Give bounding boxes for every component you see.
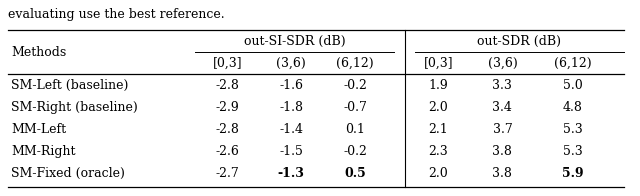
Text: 5.3: 5.3 bbox=[563, 145, 582, 158]
Text: -0.2: -0.2 bbox=[343, 145, 367, 158]
Text: out-SDR (dB): out-SDR (dB) bbox=[477, 35, 561, 48]
Text: 0.5: 0.5 bbox=[344, 167, 366, 180]
Text: (3,6): (3,6) bbox=[276, 57, 306, 70]
Text: -1.5: -1.5 bbox=[279, 145, 303, 158]
Text: 5.9: 5.9 bbox=[562, 167, 584, 180]
Text: -1.8: -1.8 bbox=[279, 101, 303, 114]
Text: 4.8: 4.8 bbox=[563, 101, 583, 114]
Text: -1.3: -1.3 bbox=[278, 167, 305, 180]
Text: 1.9: 1.9 bbox=[429, 79, 448, 92]
Text: evaluating use the best reference.: evaluating use the best reference. bbox=[8, 8, 224, 21]
Text: -2.8: -2.8 bbox=[215, 123, 239, 136]
Text: -0.2: -0.2 bbox=[343, 79, 367, 92]
Text: SM-Fixed (oracle): SM-Fixed (oracle) bbox=[11, 167, 125, 180]
Text: MM-Left: MM-Left bbox=[11, 123, 66, 136]
Text: 3.8: 3.8 bbox=[492, 145, 513, 158]
Text: out-SI-SDR (dB): out-SI-SDR (dB) bbox=[244, 35, 345, 48]
Text: MM-Right: MM-Right bbox=[11, 145, 76, 158]
Text: 3.3: 3.3 bbox=[492, 79, 513, 92]
Text: 0.1: 0.1 bbox=[345, 123, 365, 136]
Text: [0,3]: [0,3] bbox=[212, 57, 242, 70]
Text: 2.0: 2.0 bbox=[429, 167, 448, 180]
Text: (6,12): (6,12) bbox=[337, 57, 374, 70]
Text: (6,12): (6,12) bbox=[554, 57, 591, 70]
Text: 3.7: 3.7 bbox=[493, 123, 512, 136]
Text: -1.4: -1.4 bbox=[279, 123, 303, 136]
Text: 3.8: 3.8 bbox=[492, 167, 513, 180]
Text: -2.6: -2.6 bbox=[215, 145, 239, 158]
Text: 2.3: 2.3 bbox=[429, 145, 448, 158]
Text: 5.0: 5.0 bbox=[563, 79, 582, 92]
Text: -0.7: -0.7 bbox=[343, 101, 367, 114]
Text: 5.3: 5.3 bbox=[563, 123, 582, 136]
Text: Methods: Methods bbox=[11, 46, 66, 59]
Text: 2.1: 2.1 bbox=[429, 123, 448, 136]
Text: SM-Right (baseline): SM-Right (baseline) bbox=[11, 101, 138, 114]
Text: -1.6: -1.6 bbox=[279, 79, 303, 92]
Text: [0,3]: [0,3] bbox=[424, 57, 453, 70]
Text: 2.0: 2.0 bbox=[429, 101, 448, 114]
Text: -2.7: -2.7 bbox=[215, 167, 239, 180]
Text: 3.4: 3.4 bbox=[492, 101, 513, 114]
Text: SM-Left (baseline): SM-Left (baseline) bbox=[11, 79, 128, 92]
Text: -2.8: -2.8 bbox=[215, 79, 239, 92]
Text: (3,6): (3,6) bbox=[488, 57, 517, 70]
Text: -2.9: -2.9 bbox=[215, 101, 239, 114]
